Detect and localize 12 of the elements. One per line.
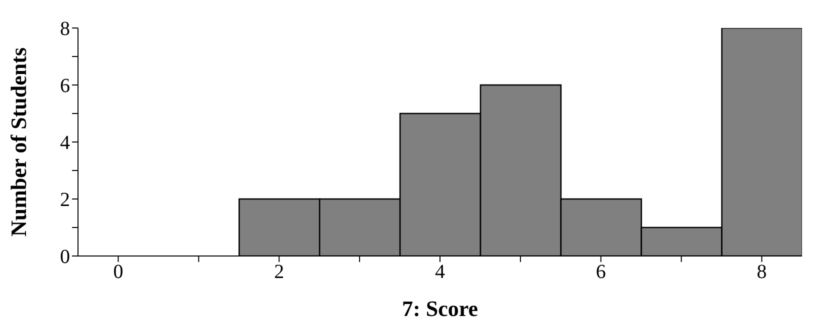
x-tick-label: 2 <box>274 261 284 284</box>
x-tick-label: 0 <box>113 261 124 284</box>
x-axis-title: 7: Score <box>402 296 478 321</box>
x-tick-label: 8 <box>756 261 767 284</box>
x-tick-label: 6 <box>596 261 606 284</box>
y-tick-label: 8 <box>60 18 70 40</box>
x-tick-label: 4 <box>435 261 445 284</box>
y-tick-label: 6 <box>60 75 70 98</box>
y-tick-label: 0 <box>60 246 70 268</box>
y-tick-label: 2 <box>60 189 70 212</box>
y-tick-label: 4 <box>60 132 70 154</box>
y-axis-title: Number of Students <box>6 47 31 237</box>
